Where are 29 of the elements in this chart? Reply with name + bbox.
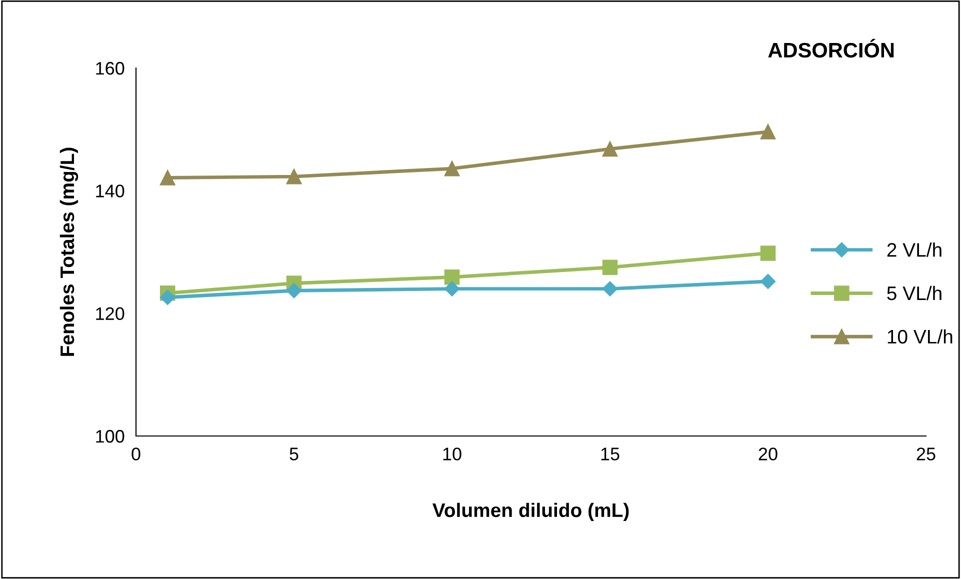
x-tick-label: 15 [601, 448, 620, 460]
y-tick-label: 140 [96, 184, 124, 198]
x-axis-title: Volumen diluido (mL) [432, 502, 629, 521]
x-tick-label: 25 [916, 448, 936, 460]
legend-label: 2 VL/h [887, 242, 942, 257]
point [760, 246, 776, 261]
point [760, 124, 776, 140]
point [444, 281, 460, 296]
point [602, 141, 618, 157]
x-tick-label: 5 [290, 448, 298, 460]
x-tick-label: 10 [443, 448, 462, 460]
point [760, 274, 776, 290]
point [602, 281, 618, 296]
y-axis-title: Fenoles Totales (mg/L) [60, 148, 78, 356]
y-tick-label: 120 [96, 307, 124, 320]
chart-title: ADSORCIÓN [768, 38, 894, 58]
x-tick-label: 20 [758, 448, 778, 460]
point [160, 170, 176, 186]
legend-label: 5 VL/h [887, 286, 942, 300]
point [286, 168, 302, 184]
point [444, 270, 460, 285]
legend-label: 10 VL/h [888, 329, 952, 344]
point [602, 260, 618, 275]
point [444, 160, 460, 176]
point [160, 290, 176, 305]
point [286, 283, 302, 298]
y-tick-label: 160 [96, 62, 124, 75]
x-tick-label: 0 [132, 448, 140, 460]
y-tick-label: 100 [96, 430, 124, 443]
